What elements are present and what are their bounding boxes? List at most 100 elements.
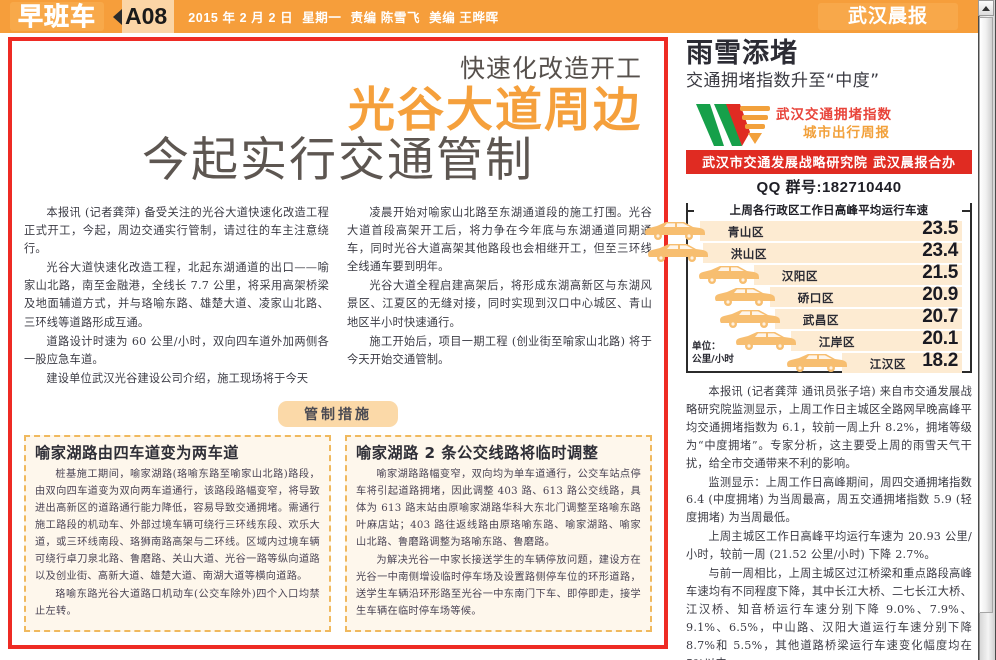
index-logo-block: 武汉交通拥堵指数 城市出行周报 [686, 102, 972, 148]
section-tab: 管制措施 [278, 401, 398, 428]
box-paragraph: 喻家湖路路幅变窄，双向均为单车道通行，公交车站点停车将引起道路拥堵，因此调整 4… [356, 469, 641, 548]
left-article: 快速化改造开工 光谷大道周边 今起实行交通管制 本报讯 (记者龚萍) 备受关注的… [8, 37, 668, 649]
index-org-bar: 武汉市交通发展战略研究院 武汉晨报合办 [686, 149, 972, 174]
masthead-bar: 早班车 A08 2015 年 2 月 2 日星期一 责编 陈雪飞 美编 王晔晖 武汉… [0, 0, 978, 37]
right-article-title: 雨雪添堵 [686, 38, 798, 69]
chart-category-label: 武昌区 [802, 312, 839, 327]
chart-bar-row: 武昌区 20.7 [694, 305, 964, 330]
section-tab-wrapper: 管制措施 [24, 401, 652, 428]
chart-bar-row: 青山区 23.5 [645, 217, 964, 242]
chart-category-label: 硚口区 [797, 290, 834, 305]
chart-category-label: 汉阳区 [781, 268, 818, 283]
chart-value-label: 20.1 [922, 327, 958, 349]
paragraph: 建设单位武汉光谷建设公司介绍，施工现场将于今天 [46, 372, 309, 386]
chart-bar [754, 264, 962, 285]
chart-bar-row: 江汉区 18.2 [694, 349, 964, 374]
headline-block: 快速化改造开工 光谷大道周边 [24, 49, 652, 137]
chart-bar [703, 242, 962, 263]
paragraph: 光谷大道全程启建高架后，将形成东湖高新区与东湖风景区、江夏区的无缝对接，同时实现… [347, 279, 652, 329]
chart-category-label: 青山区 [727, 224, 764, 239]
car-icon [719, 309, 781, 329]
right-article-body: 本报讯 (记者龚萍 通讯员张子培) 来自市交通发展战略研究院监测显示，上周工作日… [686, 383, 972, 660]
triangle-left-icon [113, 8, 123, 25]
chart-bar [842, 352, 962, 373]
chart-category-label: 江汉区 [869, 356, 906, 371]
w-logo-icon [694, 102, 772, 148]
index-logo-line-2: 城市出行周报 [803, 124, 890, 141]
chart-rows: 青山区 23.5 洪山区 23.4 汉阳区 21.5 硚口区 20.9 武昌区 20.7 江岸区 20… [645, 217, 964, 374]
brand-plate: 早班车 [10, 2, 105, 31]
chart-value-label: 20.9 [922, 283, 958, 305]
chart-category-label: 江岸区 [818, 334, 855, 349]
headline-line-2: 今起实行交通管制 [142, 133, 534, 189]
unit-note-line-1: 单位： [692, 341, 721, 353]
chart-value-label: 21.5 [922, 261, 958, 283]
box-paragraph: 桩基施工期间，喻家湖路(珞喻东路至喻家山北路)路段，由双向四车道变为双向两车道通… [35, 469, 320, 582]
page-badge-group: A08 [113, 0, 175, 33]
paragraph: 本报讯 (记者龚萍 通讯员张子培) 来自市交通发展战略研究院监测显示，上周工作日… [686, 384, 972, 470]
body-column-left: 本报讯 (记者龚萍) 备受关注的光谷大道快速化改造工程正式开工，今起，周边交通实… [24, 204, 329, 389]
unit-note-line-2: 公里/小时 [692, 354, 734, 365]
speed-chart: 上周各行政区工作日高峰平均运行车速 青山区 23.5 洪山区 23.4 汉阳区 21.5 硚… [645, 201, 972, 374]
paragraph: 监测显示：上周工作日高峰期间，周四交通拥堵指数 6.4 (中度拥堵) 为当周最高… [686, 475, 972, 525]
chart-unit-note: 单位： 公里/小时 [692, 341, 734, 367]
paper-name: 武汉晨报 [847, 5, 928, 27]
chart-category-label: 洪山区 [730, 246, 767, 261]
right-article-subtitle: 交通拥堵指数升至“中度” [686, 70, 880, 91]
brand-title: 早班车 [18, 2, 97, 31]
editor-credit: 责编 陈雪飞 [350, 11, 421, 25]
measures-boxes: 喻家湖路由四车道变为两车道 桩基施工期间，喻家湖路(珞喻东路至喻家山北路)路段，… [24, 435, 652, 633]
scroll-up-icon[interactable] [978, 0, 994, 16]
box-paragraph: 为解决光谷一中家长接送学生的车辆停放问题，建设方在光谷一中南侧增设临时停车场及设… [356, 554, 641, 617]
page-content: 快速化改造开工 光谷大道周边 今起实行交通管制 本报讯 (记者龚萍) 备受关注的… [0, 37, 978, 660]
right-article: 雨雪添堵 交通拥堵指数升至“中度” 武汉交通拥堵指数 [645, 38, 972, 660]
chart-value-label: 23.5 [922, 217, 958, 239]
chart-value-label: 23.4 [922, 239, 958, 261]
car-icon [735, 331, 797, 351]
paragraph: 本报讯 (记者龚萍) 备受关注的光谷大道快速化改造工程正式开工，今起，周边交通实… [24, 205, 329, 256]
paragraph: 光谷大道快速化改造工程，北起东湖通道的出口——喻家山北路，南至金融港，全线长 7… [24, 261, 329, 329]
weekday: 星期一 [302, 11, 342, 25]
chart-value-label: 20.7 [922, 305, 958, 327]
chart-bar-row: 江岸区 20.1 [694, 327, 964, 352]
page-number: A08 [122, 0, 175, 33]
headline-line-1: 光谷大道周边 [348, 82, 642, 138]
chart-bar [775, 308, 962, 329]
masthead-meta: 2015 年 2 月 2 日星期一 责编 陈雪飞 美编 王晔晖 [188, 7, 498, 26]
chart-bar-row: 汉阳区 21.5 [694, 261, 964, 286]
publication-date: 2015 年 2 月 2 日 [188, 11, 294, 25]
paragraph: 上周主城区工作日高峰平均运行车速为 20.93 公里/小时，较前一周 (21.5… [686, 530, 972, 562]
chart-bar-row: 洪山区 23.4 [648, 239, 964, 264]
measure-box-lane-change: 喻家湖路由四车道变为两车道 桩基施工期间，喻家湖路(珞喻东路至喻家山北路)路段，… [24, 435, 331, 633]
designer-credit: 美编 王晔晖 [429, 11, 499, 25]
box-title: 喻家湖路由四车道变为两车道 [35, 444, 239, 463]
paragraph: 道路设计时速为 60 公里/小时，双向四车道外加两侧各一股应急车道。 [24, 334, 329, 366]
box-title: 喻家湖路 2 条公交线路将临时调整 [356, 444, 599, 463]
car-icon [698, 265, 760, 285]
scrollbar-gutter [978, 0, 996, 660]
body-column-right: 凌晨开始对喻家山北路至东湖通道段的施工打围。光谷大道首段高架开工后，将力争在今年… [347, 204, 652, 389]
scrollbar-track[interactable] [978, 0, 995, 660]
article-body: 本报讯 (记者龚萍) 备受关注的光谷大道快速化改造工程正式开工，今起，周边交通实… [24, 204, 652, 389]
car-icon [647, 243, 709, 263]
chart-bar [700, 220, 962, 241]
chart-bar [770, 286, 962, 307]
car-icon [786, 353, 848, 373]
chart-title-row: 上周各行政区工作日高峰平均运行车速 [688, 201, 970, 218]
index-logo-text: 武汉交通拥堵指数 城市出行周报 [776, 107, 892, 142]
paragraph: 与前一周相比，上周主城区过江桥梁和重点路段高峰车速均有不同程度下降，其中长江大桥… [686, 567, 972, 660]
measure-box-bus-routes: 喻家湖路 2 条公交线路将临时调整 喻家湖路路幅变窄，双向均为单车道通行，公交车… [345, 435, 652, 633]
qq-group-number: QQ 群号:182710440 [756, 178, 902, 196]
car-icon [644, 221, 706, 241]
paper-logo: 武汉晨报 [818, 3, 958, 30]
car-icon [714, 287, 776, 307]
chart-bar [791, 330, 962, 351]
chart-title: 上周各行政区工作日高峰平均运行车速 [694, 201, 964, 218]
box-paragraph: 珞喻东路光谷大道路口机动车(公交车除外)四个入口均禁止左转。 [35, 588, 320, 617]
scrollbar-thumb[interactable] [979, 17, 993, 613]
chart-bar-row: 硚口区 20.9 [694, 283, 964, 308]
paragraph: 凌晨开始对喻家山北路至东湖通道段的施工打围。光谷大道首段高架开工后，将力争在今年… [347, 205, 652, 274]
paragraph: 施工开始后，项目一期工程 (创业街至喻家山北路) 将于今天开始交通管制。 [347, 334, 652, 366]
chart-value-label: 18.2 [922, 349, 958, 371]
